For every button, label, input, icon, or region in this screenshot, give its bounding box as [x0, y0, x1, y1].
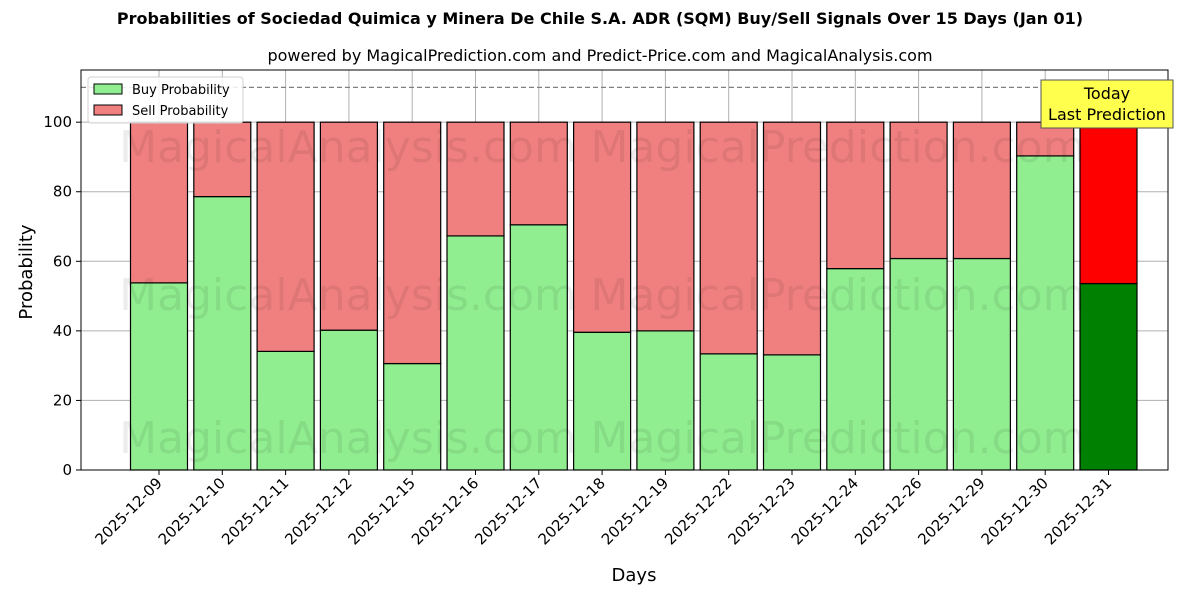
sell-bar [889, 121, 948, 260]
watermark-text: MagicalPrediction.com [591, 122, 1086, 173]
x-tick-label: 2025-12-19 [598, 474, 672, 548]
bars [129, 121, 1138, 471]
today-label: Today [1083, 84, 1130, 103]
legend-buy-label: Buy Probability [132, 83, 230, 98]
x-tick-label: 2025-12-29 [914, 474, 988, 548]
watermarks: MagicalAnalysis.com MagicalPrediction.com… [119, 122, 1085, 464]
today-annotation: Today Last Prediction [1040, 79, 1174, 129]
buy-bar [762, 354, 822, 471]
sell-bar [636, 121, 695, 332]
buy-bar [509, 224, 568, 471]
y-axis: 0 20 40 60 80 100 [43, 113, 81, 479]
chart-subtitle: powered by MagicalPrediction.com and Pre… [267, 46, 933, 65]
x-tick-label: 2025-12-16 [408, 474, 482, 548]
sell-bar [446, 121, 505, 237]
buy-bar [319, 329, 378, 471]
buy-bar [636, 330, 695, 471]
x-tick-label: 2025-12-26 [851, 474, 925, 548]
axes-frame [80, 69, 1169, 471]
sell-bar [1079, 121, 1138, 285]
sell-bar [762, 121, 822, 356]
legend-box [87, 76, 244, 124]
buy-bar [889, 257, 948, 471]
x-axis-label: Days [612, 565, 657, 586]
sell-bar [952, 121, 1012, 260]
x-tick-label: 2025-12-15 [345, 474, 419, 548]
x-tick-label: 2025-12-24 [788, 474, 862, 548]
y-axis-label: Probability [16, 224, 37, 319]
legend-buy-swatch [93, 83, 123, 95]
sell-bar [256, 121, 315, 352]
watermark-text: MagicalPrediction.com [591, 413, 1086, 464]
legend: Buy Probability Sell Probability [87, 76, 244, 124]
today-annotation-box [1040, 79, 1174, 129]
buy-bar [1016, 155, 1075, 471]
sell-bar [509, 121, 568, 226]
watermark-text: MagicalPrediction.com [591, 270, 1086, 321]
x-tick-label: 2025-12-18 [535, 474, 609, 548]
y-tick-label: 100 [43, 113, 72, 131]
legend-sell-label: Sell Probability [132, 104, 229, 119]
buy-bar [826, 268, 885, 471]
x-tick-label: 2025-12-23 [724, 474, 798, 548]
sell-bar [826, 121, 885, 270]
last-prediction-label: Last Prediction [1048, 105, 1166, 124]
x-tick-label: 2025-12-30 [978, 474, 1052, 548]
x-tick-label: 2025-12-31 [1041, 474, 1115, 548]
x-axis: 2025-12-092025-12-102025-12-112025-12-12… [91, 470, 1115, 548]
x-tick-label: 2025-12-11 [218, 474, 292, 548]
sell-bar [193, 121, 252, 198]
x-tick-label: 2025-12-17 [471, 474, 545, 548]
buy-bar [699, 353, 758, 471]
chart-title: Probabilities of Sociedad Quimica y Mine… [116, 9, 1084, 28]
watermark-text: MagicalAnalysis.com [119, 122, 577, 173]
x-tick-label: 2025-12-12 [281, 474, 355, 548]
buy-bar [1079, 282, 1138, 471]
sell-bar [572, 121, 632, 333]
y-tick-label: 60 [53, 252, 72, 270]
watermark-text: MagicalAnalysis.com [119, 413, 577, 464]
y-tick-label: 0 [62, 461, 72, 479]
watermark-text: MagicalAnalysis.com [119, 270, 577, 321]
legend-sell-swatch [93, 104, 123, 116]
y-tick-label: 20 [53, 391, 72, 409]
buy-bar [129, 282, 189, 471]
x-tick-label: 2025-12-10 [155, 474, 229, 548]
y-tick-label: 80 [53, 183, 72, 201]
x-tick-label: 2025-12-22 [661, 474, 735, 548]
sell-bar [319, 121, 378, 331]
sell-bar [383, 121, 442, 365]
y-tick-label: 40 [53, 322, 72, 340]
sell-bar [699, 121, 758, 355]
x-tick-label: 2025-12-09 [91, 474, 165, 548]
buy-bar [572, 331, 632, 471]
